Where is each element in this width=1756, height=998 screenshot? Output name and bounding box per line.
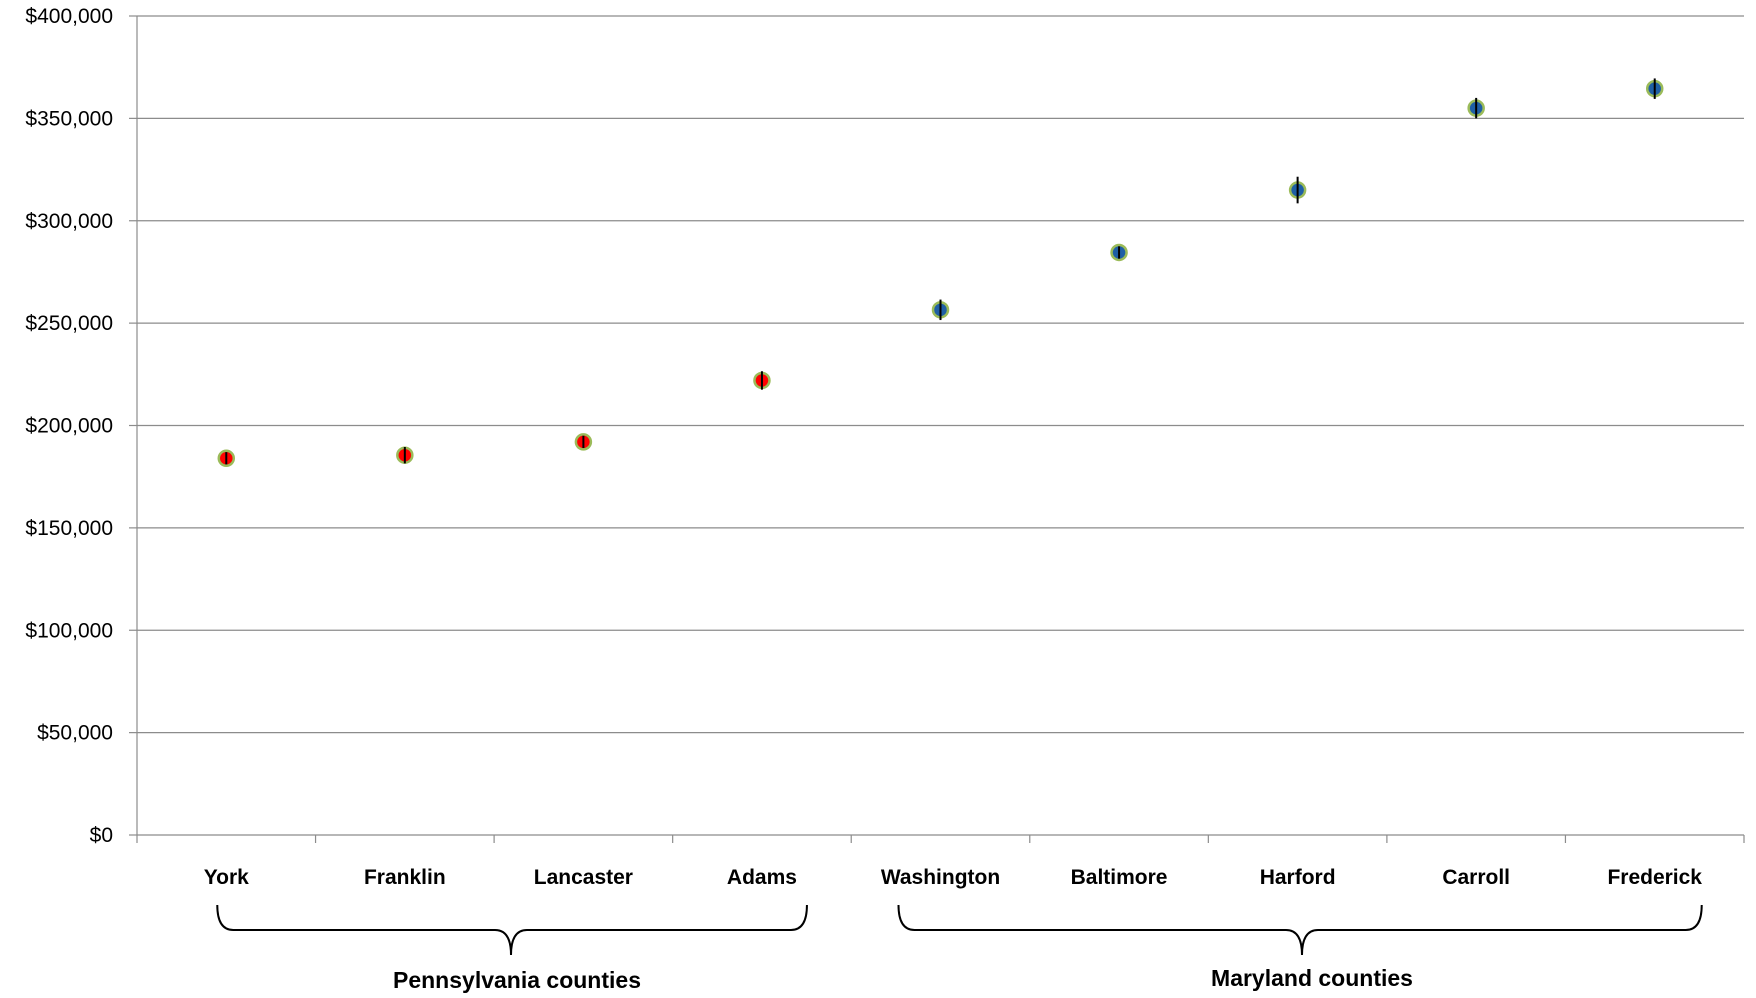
x-tick-label: Washington (881, 866, 1000, 889)
x-tick-labels: York Franklin Lancaster Adams Washington Balt… (204, 866, 1703, 889)
y-tick-labels: $0 $50,000 $100,000 $150,000 $200,000 $250,00… (25, 5, 113, 847)
y-tick-label: $100,000 (25, 619, 113, 642)
x-tick-label: Harford (1260, 866, 1336, 889)
x-tick-label: Frederick (1607, 866, 1702, 889)
x-tick-label: Franklin (364, 866, 446, 889)
x-tick-label: Adams (727, 866, 797, 889)
group-label: Maryland counties (1211, 965, 1413, 991)
data-points (217, 78, 1664, 468)
x-tick-label: Lancaster (534, 866, 633, 889)
y-tick-label: $400,000 (25, 5, 113, 28)
x-tick-label: Baltimore (1071, 866, 1168, 889)
group-bracket (216, 904, 808, 956)
y-tick-label: $50,000 (37, 722, 113, 745)
y-tick-label: $300,000 (25, 210, 113, 233)
gridlines (137, 15, 1744, 734)
y-tick-label: $250,000 (25, 312, 113, 335)
x-tick-label: York (204, 866, 249, 889)
y-tick-label: $350,000 (25, 107, 113, 130)
y-tick-label: $0 (90, 824, 113, 847)
y-tick-label: $200,000 (25, 415, 113, 438)
y-tick-label: $150,000 (25, 517, 113, 540)
group-brackets: Pennsylvania counties Maryland counties (216, 904, 1703, 993)
axes (129, 15, 1745, 843)
x-tick-label: Carroll (1442, 866, 1510, 889)
group-bracket (897, 904, 1703, 956)
group-label: Pennsylvania counties (393, 967, 641, 993)
